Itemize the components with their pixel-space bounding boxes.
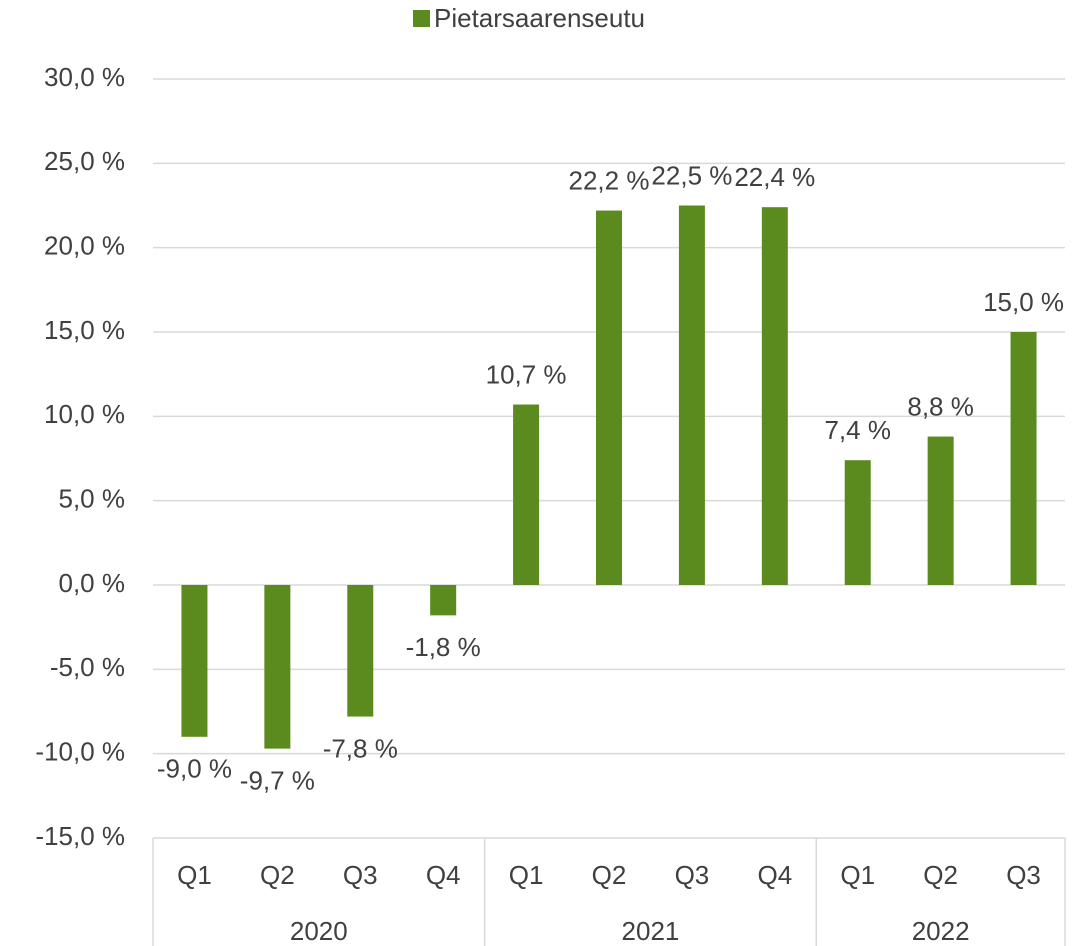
y-tick-label: 20,0 % <box>44 231 125 261</box>
bar <box>927 436 954 585</box>
legend-swatch <box>413 10 430 27</box>
bar <box>1010 332 1037 585</box>
data-label: 22,5 % <box>651 160 732 190</box>
bar <box>678 205 705 585</box>
data-label: 8,8 % <box>907 391 974 421</box>
bar <box>264 585 291 749</box>
y-tick-label: 15,0 % <box>44 315 125 345</box>
y-tick-label: -15,0 % <box>35 821 125 851</box>
x-tick-label: Q2 <box>260 860 295 890</box>
group-label: 2021 <box>622 916 680 946</box>
data-label: 7,4 % <box>824 415 891 445</box>
y-tick-label: 5,0 % <box>59 484 126 514</box>
y-tick-label: 0,0 % <box>59 568 126 598</box>
y-tick-label: 10,0 % <box>44 399 125 429</box>
y-tick-label: 30,0 % <box>44 62 125 92</box>
data-label: -7,8 % <box>323 733 398 763</box>
legend-label: Pietarsaarenseutu <box>434 3 645 33</box>
x-tick-label: Q4 <box>426 860 461 890</box>
x-tick-label: Q3 <box>1006 860 1041 890</box>
data-label: -1,8 % <box>406 632 481 662</box>
data-label: -9,7 % <box>240 765 315 795</box>
bar <box>430 585 457 616</box>
group-label: 2022 <box>912 916 970 946</box>
data-label: 22,2 % <box>569 165 650 195</box>
y-tick-label: 25,0 % <box>44 146 125 176</box>
x-tick-label: Q1 <box>509 860 544 890</box>
bar <box>181 585 208 737</box>
x-tick-label: Q2 <box>923 860 958 890</box>
x-tick-label: Q2 <box>592 860 627 890</box>
bar <box>761 207 788 586</box>
x-tick-label: Q4 <box>757 860 792 890</box>
data-label: 22,4 % <box>734 162 815 192</box>
y-tick-label: -5,0 % <box>50 652 125 682</box>
bar <box>347 585 374 717</box>
x-tick-label: Q1 <box>177 860 212 890</box>
x-tick-label: Q3 <box>343 860 378 890</box>
data-label: 10,7 % <box>486 359 567 389</box>
data-label: -9,0 % <box>157 754 232 784</box>
bar <box>596 210 622 585</box>
x-tick-label: Q1 <box>840 860 875 890</box>
bar <box>844 460 871 585</box>
group-label: 2020 <box>290 916 348 946</box>
data-label: 15,0 % <box>983 287 1064 317</box>
x-tick-label: Q3 <box>675 860 710 890</box>
bar <box>513 404 540 585</box>
y-tick-label: -10,0 % <box>35 737 125 767</box>
